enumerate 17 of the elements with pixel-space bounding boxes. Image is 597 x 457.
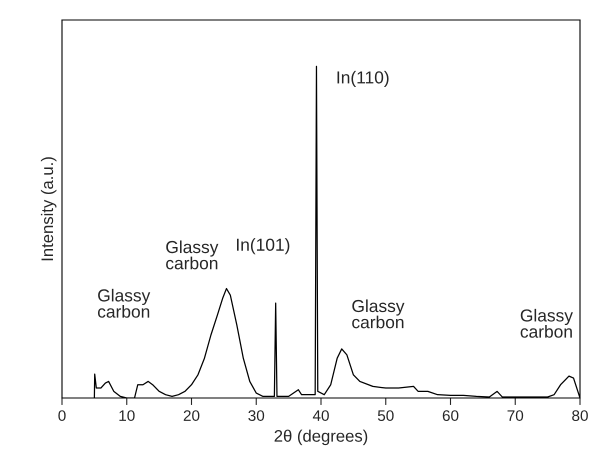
x-tick-label: 30 (248, 410, 264, 422)
x-tick-label: 80 (572, 410, 588, 422)
x-tick-label: 0 (58, 410, 66, 422)
x-tick-label: 70 (508, 410, 524, 422)
x-tick-label: 10 (119, 410, 135, 422)
x-tick-label: 40 (312, 410, 329, 422)
x-tick-label: 50 (378, 410, 394, 422)
x-tick-label: 20 (184, 410, 200, 422)
annotation: Glassy carbon (520, 308, 573, 338)
x-axis-title: 2θ (degrees) (274, 430, 368, 446)
annotation: Glassy carbon (166, 240, 218, 270)
annotation: Glassy carbon (352, 299, 404, 328)
annotation: Glassy carbon (98, 288, 150, 318)
x-tick-label: 60 (442, 410, 458, 422)
annotation: In(101) (237, 238, 290, 254)
y-axis-title: Intensity (a.u.) (40, 157, 56, 260)
annotation: In(110) (338, 70, 389, 88)
